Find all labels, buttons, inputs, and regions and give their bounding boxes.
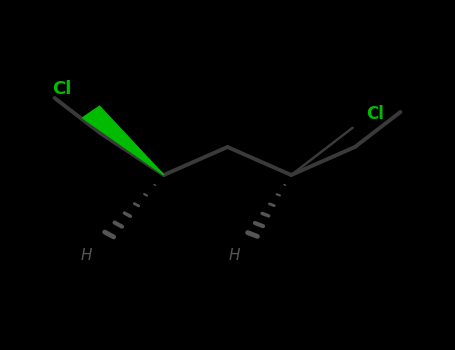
Text: H: H: [228, 248, 240, 263]
Polygon shape: [82, 106, 164, 175]
Text: H: H: [81, 248, 92, 263]
Text: Cl: Cl: [366, 105, 384, 123]
Text: Cl: Cl: [52, 80, 71, 98]
